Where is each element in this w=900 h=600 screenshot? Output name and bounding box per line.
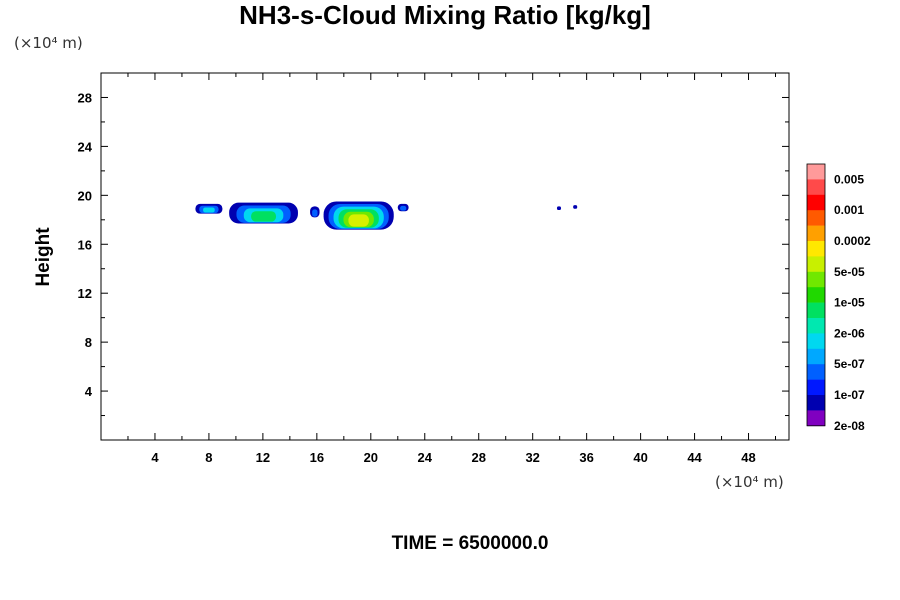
y-tick-label: 28 [78,90,92,105]
colorbar-label: 1e-07 [834,388,865,402]
colorbar-swatch [807,379,825,396]
colorbar-swatch [807,410,825,427]
x-tick-label: 40 [633,450,647,465]
x-tick-label: 48 [741,450,755,465]
colorbar: 0.005 0.001 0.0002 5e-05 1e-05 2e-06 5e-07 1e-0… [806,163,871,433]
colorbar-swatch [807,210,825,226]
y-tick-label: 16 [78,237,92,252]
colorbar-label: 0.001 [834,203,864,217]
x-tick-label: 36 [579,450,593,465]
cloud-contour [251,211,277,222]
x-tick-label: 20 [364,450,378,465]
colorbar-frame [806,163,826,427]
colorbar-swatch [807,164,825,180]
plot-frame [100,72,790,441]
cloud-contour [312,209,318,217]
x-tick-label: 28 [471,450,485,465]
time-label: TIME = 6500000.0 [392,533,549,554]
colorbar-swatch [807,194,825,211]
colorbar-swatch [807,287,825,303]
colorbar-label: 5e-07 [834,357,865,371]
cloud-contour [203,207,215,213]
colorbar-label: 0.0002 [834,234,871,248]
colorbar-label: 2e-08 [834,419,865,433]
x-tick-label: 12 [256,450,270,465]
chart-title: NH3-s-Cloud Mixing Ratio [kg/kg] [239,0,651,30]
cloud-contour [573,205,578,209]
colorbar-swatch [807,241,825,257]
colorbar-swatch [807,348,825,365]
colorbar-swatch [807,179,825,196]
colorbar-swatch [807,302,825,319]
y-axis-unit: (×10⁴ m) [14,34,83,52]
x-tick-label: 24 [418,450,433,465]
x-tick-label: 8 [205,450,212,465]
y-axis-label: Height [33,227,54,287]
cloud-contour [400,205,407,211]
colorbar-swatch [807,225,825,242]
y-tick-label: 4 [85,384,93,399]
y-tick-label: 24 [78,139,93,154]
x-tick-label: 4 [151,450,159,465]
colorbar-swatch [807,364,825,380]
x-axis-unit: (×10⁴ m) [715,473,784,491]
cloud-contour [348,214,369,227]
colorbar-label: 1e-05 [834,296,865,310]
colorbar-label: 2e-06 [834,326,865,340]
y-tick-label: 12 [78,286,92,301]
x-tick-label: 44 [687,450,702,465]
colorbar-label: 5e-05 [834,265,865,279]
colorbar-swatch [807,395,825,411]
x-tick-label: 32 [525,450,539,465]
y-tick-label: 20 [78,188,92,203]
colorbar-swatch [807,318,825,334]
colorbar-swatch [807,256,825,273]
colorbar-swatch [807,333,825,350]
colorbar-label: 0.005 [834,172,864,186]
y-tick-label: 8 [85,335,92,350]
cloud-contour [556,206,562,211]
x-tick-label: 16 [310,450,324,465]
colorbar-swatch [807,271,825,288]
plot-area [195,201,578,230]
